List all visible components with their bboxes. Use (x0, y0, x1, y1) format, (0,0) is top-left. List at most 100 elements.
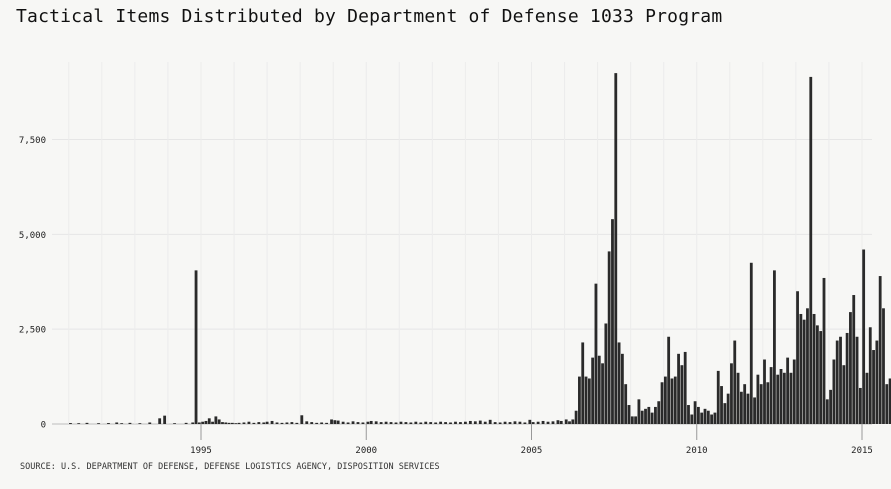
bar (252, 422, 256, 424)
bar (115, 422, 119, 424)
bar (620, 353, 624, 424)
bar (478, 420, 482, 424)
bar (503, 421, 507, 424)
x-tick-label: 1995 (190, 446, 212, 456)
bar (571, 419, 575, 424)
bar (693, 401, 697, 424)
bar (315, 422, 319, 424)
bar (617, 342, 621, 424)
bar (796, 291, 799, 424)
bar (325, 422, 328, 424)
bar (776, 374, 780, 424)
bar (217, 419, 221, 424)
bar (444, 422, 447, 424)
x-tick-label: 2000 (355, 446, 377, 456)
bar (855, 336, 859, 424)
bar (374, 421, 378, 424)
bar (518, 421, 522, 424)
bar (69, 423, 72, 424)
bar (607, 251, 611, 424)
bar (799, 313, 803, 424)
bar (285, 422, 289, 424)
bar (839, 336, 842, 424)
bar (85, 422, 89, 424)
bar (640, 410, 644, 424)
bar (513, 421, 517, 424)
bar (163, 415, 167, 424)
bar (875, 340, 879, 424)
bar (667, 336, 671, 424)
bar (578, 376, 581, 424)
bar (234, 423, 238, 424)
bar (341, 421, 345, 424)
bar (806, 308, 809, 424)
bar (872, 350, 875, 424)
bar (868, 327, 872, 424)
bar (677, 353, 680, 424)
bar (769, 367, 773, 424)
bar (743, 384, 747, 424)
bar (611, 219, 614, 424)
bar (290, 422, 294, 424)
y-tick-label: 0 (41, 421, 46, 431)
bar (730, 363, 733, 424)
bar (224, 422, 228, 424)
bar (746, 393, 750, 424)
bar (654, 406, 657, 424)
bar (77, 423, 81, 424)
bar (204, 420, 208, 424)
bar (351, 421, 355, 424)
bar (736, 372, 740, 424)
bar (657, 401, 661, 424)
bar (720, 386, 723, 424)
bar (756, 374, 760, 424)
bar (726, 393, 730, 424)
bar (346, 422, 350, 424)
bar (700, 412, 704, 424)
bar (424, 421, 428, 424)
bar (464, 421, 467, 424)
bar (733, 340, 737, 424)
bar (107, 423, 110, 424)
bar (459, 422, 462, 424)
bar (581, 342, 585, 424)
bar (882, 308, 885, 424)
bar (885, 384, 889, 424)
bar (184, 422, 188, 424)
bar (389, 422, 393, 424)
bar (295, 422, 299, 424)
bar (120, 423, 124, 424)
bar (568, 421, 571, 424)
bar (356, 422, 360, 424)
bar (158, 418, 162, 424)
bar (627, 405, 631, 424)
bar (207, 418, 211, 424)
bar (815, 325, 819, 424)
bar (634, 416, 638, 424)
bar (703, 408, 707, 424)
bar (237, 422, 241, 424)
bar (564, 419, 568, 424)
bar (759, 384, 763, 424)
bar (468, 420, 472, 424)
bar (366, 421, 370, 424)
bar (842, 365, 846, 424)
bar (683, 351, 687, 424)
chart-bars (69, 73, 891, 425)
bar (394, 422, 398, 424)
bar (434, 422, 438, 424)
bar (541, 420, 545, 424)
bar (706, 410, 710, 424)
bar (488, 419, 492, 424)
bar (792, 359, 796, 424)
bar (594, 283, 598, 424)
bar (280, 422, 284, 424)
bar (888, 378, 891, 424)
bar (439, 421, 443, 424)
bar (591, 357, 595, 424)
bar (201, 421, 205, 424)
bar (604, 323, 608, 424)
bar (211, 421, 214, 424)
bar (197, 422, 201, 424)
